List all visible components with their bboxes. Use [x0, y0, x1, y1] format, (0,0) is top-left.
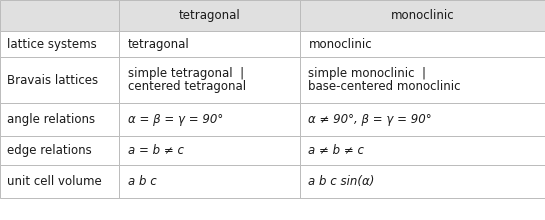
Text: tetragonal: tetragonal — [178, 9, 240, 22]
Text: Bravais lattices: Bravais lattices — [7, 74, 98, 87]
Text: a ≠ b ≠ c: a ≠ b ≠ c — [308, 144, 365, 157]
Bar — [119, 57, 300, 103]
Bar — [119, 136, 300, 165]
Text: base-centered monoclinic: base-centered monoclinic — [308, 80, 461, 93]
Text: centered tetragonal: centered tetragonal — [128, 80, 246, 93]
Text: angle relations: angle relations — [7, 113, 95, 126]
Bar — [300, 165, 545, 198]
Text: unit cell volume: unit cell volume — [7, 175, 102, 188]
Bar — [0, 136, 119, 165]
Bar — [0, 57, 119, 103]
Bar — [0, 31, 119, 57]
Bar — [0, 103, 119, 136]
Bar — [300, 57, 545, 103]
Text: simple tetragonal  |: simple tetragonal | — [128, 67, 244, 80]
Bar — [300, 103, 545, 136]
Bar — [300, 31, 545, 57]
Bar — [119, 165, 300, 198]
Text: a = b ≠ c: a = b ≠ c — [128, 144, 184, 157]
Bar — [119, 31, 300, 57]
Text: a b c: a b c — [128, 175, 156, 188]
Bar — [119, 103, 300, 136]
Bar — [300, 0, 545, 31]
Bar — [119, 0, 300, 31]
Text: a b c sin(α): a b c sin(α) — [308, 175, 375, 188]
Text: α ≠ 90°, β = γ = 90°: α ≠ 90°, β = γ = 90° — [308, 113, 432, 126]
Text: α = β = γ = 90°: α = β = γ = 90° — [128, 113, 223, 126]
Text: simple monoclinic  |: simple monoclinic | — [308, 67, 427, 80]
Bar — [300, 136, 545, 165]
Text: edge relations: edge relations — [7, 144, 92, 157]
Text: tetragonal: tetragonal — [128, 38, 189, 51]
Bar — [0, 165, 119, 198]
Text: monoclinic: monoclinic — [391, 9, 454, 22]
Text: lattice systems: lattice systems — [7, 38, 97, 51]
Text: monoclinic: monoclinic — [308, 38, 372, 51]
Bar — [0, 0, 119, 31]
